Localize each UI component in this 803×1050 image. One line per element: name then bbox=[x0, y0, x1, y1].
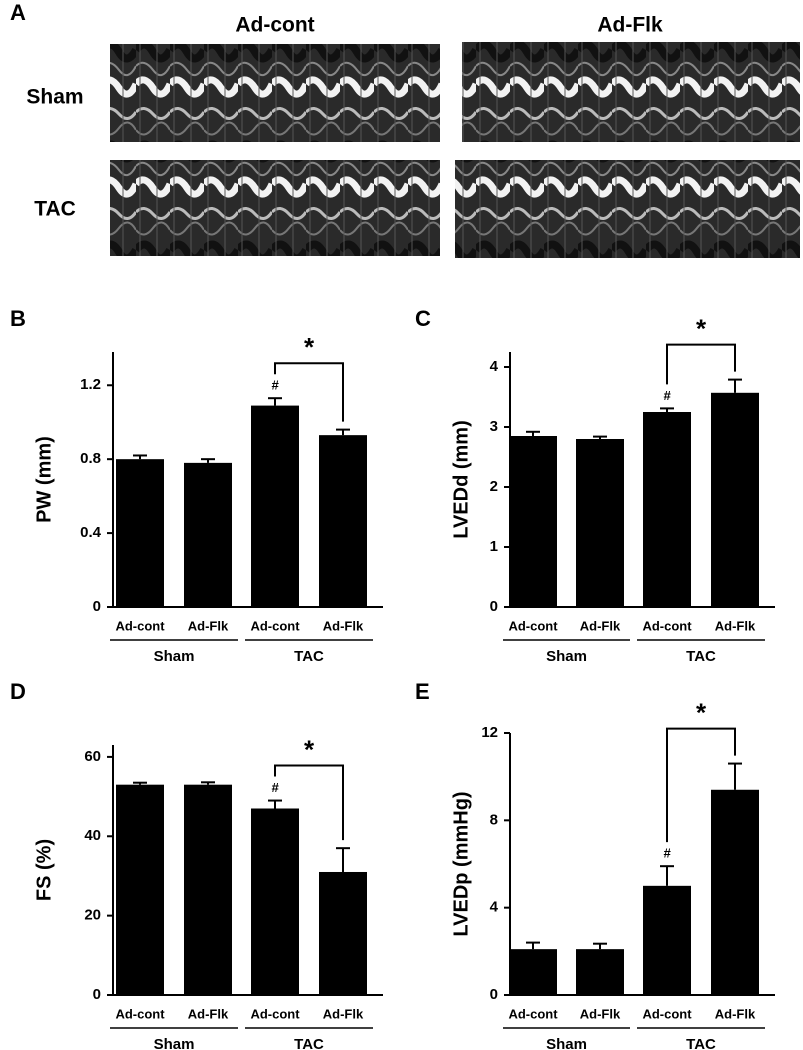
group-label: TAC bbox=[294, 1036, 324, 1050]
y-tick-label: 0 bbox=[93, 986, 101, 1003]
echo-image bbox=[110, 44, 440, 142]
y-tick-label: 0.4 bbox=[80, 524, 102, 541]
significance-hash: # bbox=[663, 846, 671, 861]
x-tick-label: Ad-cont bbox=[115, 618, 165, 633]
panel-letter: D bbox=[10, 679, 26, 704]
y-tick-label: 0 bbox=[490, 598, 498, 615]
bar bbox=[576, 439, 624, 607]
y-tick-label: 4 bbox=[490, 899, 499, 916]
group-label: Sham bbox=[546, 648, 587, 665]
echo-image bbox=[455, 160, 800, 258]
group-label: TAC bbox=[294, 648, 324, 665]
significance-hash: # bbox=[663, 388, 671, 403]
x-tick-label: Ad-cont bbox=[250, 618, 300, 633]
x-tick-label: Ad-Flk bbox=[715, 618, 756, 633]
y-tick-label: 0 bbox=[93, 598, 101, 615]
y-tick-label: 4 bbox=[490, 358, 499, 375]
x-tick-label: Ad-Flk bbox=[715, 1006, 756, 1021]
x-tick-label: Ad-Flk bbox=[580, 1006, 621, 1021]
significance-bracket bbox=[274, 764, 344, 841]
x-tick-label: Ad-Flk bbox=[188, 618, 229, 633]
x-tick-label: Ad-cont bbox=[508, 618, 558, 633]
significance-hash: # bbox=[271, 780, 279, 795]
bar bbox=[576, 949, 624, 995]
x-tick-label: Ad-Flk bbox=[580, 618, 621, 633]
x-tick-label: Ad-Flk bbox=[323, 618, 364, 633]
row-label: Sham bbox=[26, 86, 83, 109]
y-tick-label: 60 bbox=[84, 748, 101, 765]
bar bbox=[184, 462, 232, 607]
bar bbox=[643, 885, 691, 995]
column-label: Ad-cont bbox=[235, 14, 314, 37]
y-axis-label: LVEDp (mmHg) bbox=[450, 791, 472, 936]
y-tick-label: 2 bbox=[490, 478, 498, 495]
bar bbox=[643, 412, 691, 607]
y-tick-label: 20 bbox=[84, 907, 101, 924]
group-label: Sham bbox=[154, 648, 195, 665]
y-tick-label: 1.2 bbox=[80, 376, 101, 393]
y-tick-label: 0 bbox=[490, 986, 498, 1003]
bar bbox=[251, 808, 299, 995]
significance-star: * bbox=[304, 332, 315, 362]
bar bbox=[319, 871, 367, 995]
x-tick-label: Ad-cont bbox=[642, 618, 692, 633]
significance-star: * bbox=[696, 313, 707, 343]
y-tick-label: 0.8 bbox=[80, 450, 101, 467]
bar bbox=[116, 784, 164, 995]
y-axis-label: PW (mm) bbox=[33, 436, 55, 523]
significance-bracket bbox=[274, 362, 344, 422]
y-tick-label: 12 bbox=[481, 724, 498, 741]
bar bbox=[509, 436, 557, 607]
group-label: Sham bbox=[154, 1036, 195, 1050]
x-tick-label: Ad-cont bbox=[115, 1006, 165, 1021]
bar bbox=[251, 405, 299, 607]
significance-star: * bbox=[304, 734, 315, 764]
bar bbox=[711, 789, 759, 995]
panel-letter: B bbox=[10, 306, 26, 331]
panel-letter: A bbox=[10, 0, 26, 25]
bar bbox=[509, 949, 557, 995]
x-tick-label: Ad-cont bbox=[250, 1006, 300, 1021]
y-tick-label: 40 bbox=[84, 827, 101, 844]
significance-bracket bbox=[666, 343, 736, 385]
bar bbox=[184, 784, 232, 995]
group-label: TAC bbox=[686, 648, 716, 665]
y-tick-label: 1 bbox=[490, 538, 498, 555]
column-label: Ad-Flk bbox=[597, 14, 663, 37]
x-tick-label: Ad-cont bbox=[642, 1006, 692, 1021]
x-tick-label: Ad-Flk bbox=[188, 1006, 229, 1021]
significance-hash: # bbox=[271, 378, 279, 393]
y-axis-label: LVEDd (mm) bbox=[450, 420, 472, 539]
x-tick-label: Ad-Flk bbox=[323, 1006, 364, 1021]
echo-image bbox=[462, 42, 800, 142]
bar bbox=[711, 392, 759, 607]
y-axis-label: FS (%) bbox=[33, 839, 55, 901]
row-label: TAC bbox=[34, 198, 76, 221]
significance-star: * bbox=[696, 697, 707, 727]
significance-bracket bbox=[666, 727, 736, 843]
panel-letter: E bbox=[415, 679, 430, 704]
group-label: TAC bbox=[686, 1036, 716, 1050]
x-tick-label: Ad-cont bbox=[508, 1006, 558, 1021]
y-tick-label: 3 bbox=[490, 418, 498, 435]
y-tick-label: 8 bbox=[490, 811, 498, 828]
bar bbox=[319, 435, 367, 607]
group-label: Sham bbox=[546, 1036, 587, 1050]
echo-image bbox=[110, 160, 440, 256]
panel-letter: C bbox=[415, 306, 431, 331]
bar bbox=[116, 459, 164, 607]
